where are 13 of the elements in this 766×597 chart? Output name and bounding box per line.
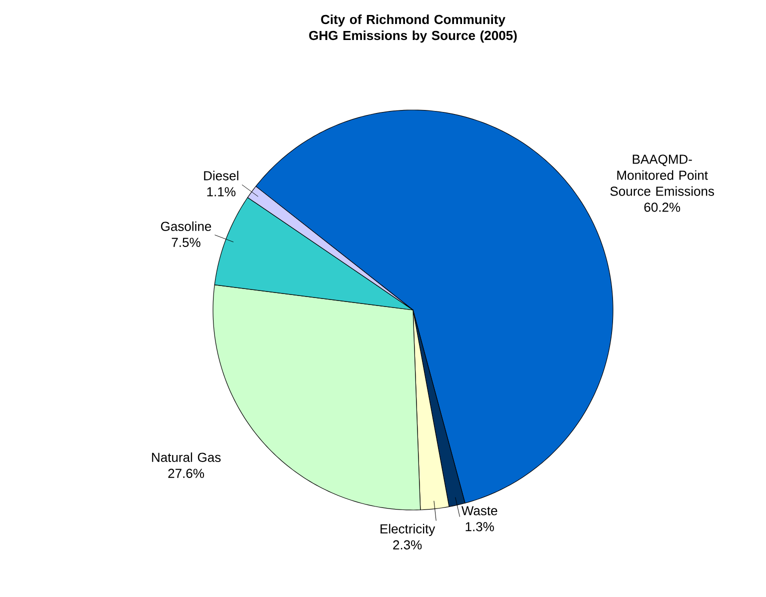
data-label: 27.6% bbox=[168, 468, 204, 478]
data-label: 60.2% bbox=[644, 202, 680, 212]
data-label: 1.3% bbox=[466, 522, 494, 532]
slice-label: Waste bbox=[461, 506, 498, 516]
data-label: 7.5% bbox=[172, 238, 200, 247]
slice-label: Diesel bbox=[204, 170, 238, 180]
slice-label: BAAQMD-Monitored Point Source Emissions bbox=[610, 154, 714, 196]
data-label: 1.1% bbox=[207, 187, 236, 196]
chart-title: City of Richmond Community GHG Emissions by Source (2005) bbox=[309, 14, 517, 43]
slice-label: Electricity bbox=[380, 524, 436, 536]
data-label: 2.3% bbox=[393, 540, 422, 550]
slice-label: Gasoline bbox=[161, 221, 212, 231]
slice-label: Natural Gas bbox=[152, 452, 221, 462]
